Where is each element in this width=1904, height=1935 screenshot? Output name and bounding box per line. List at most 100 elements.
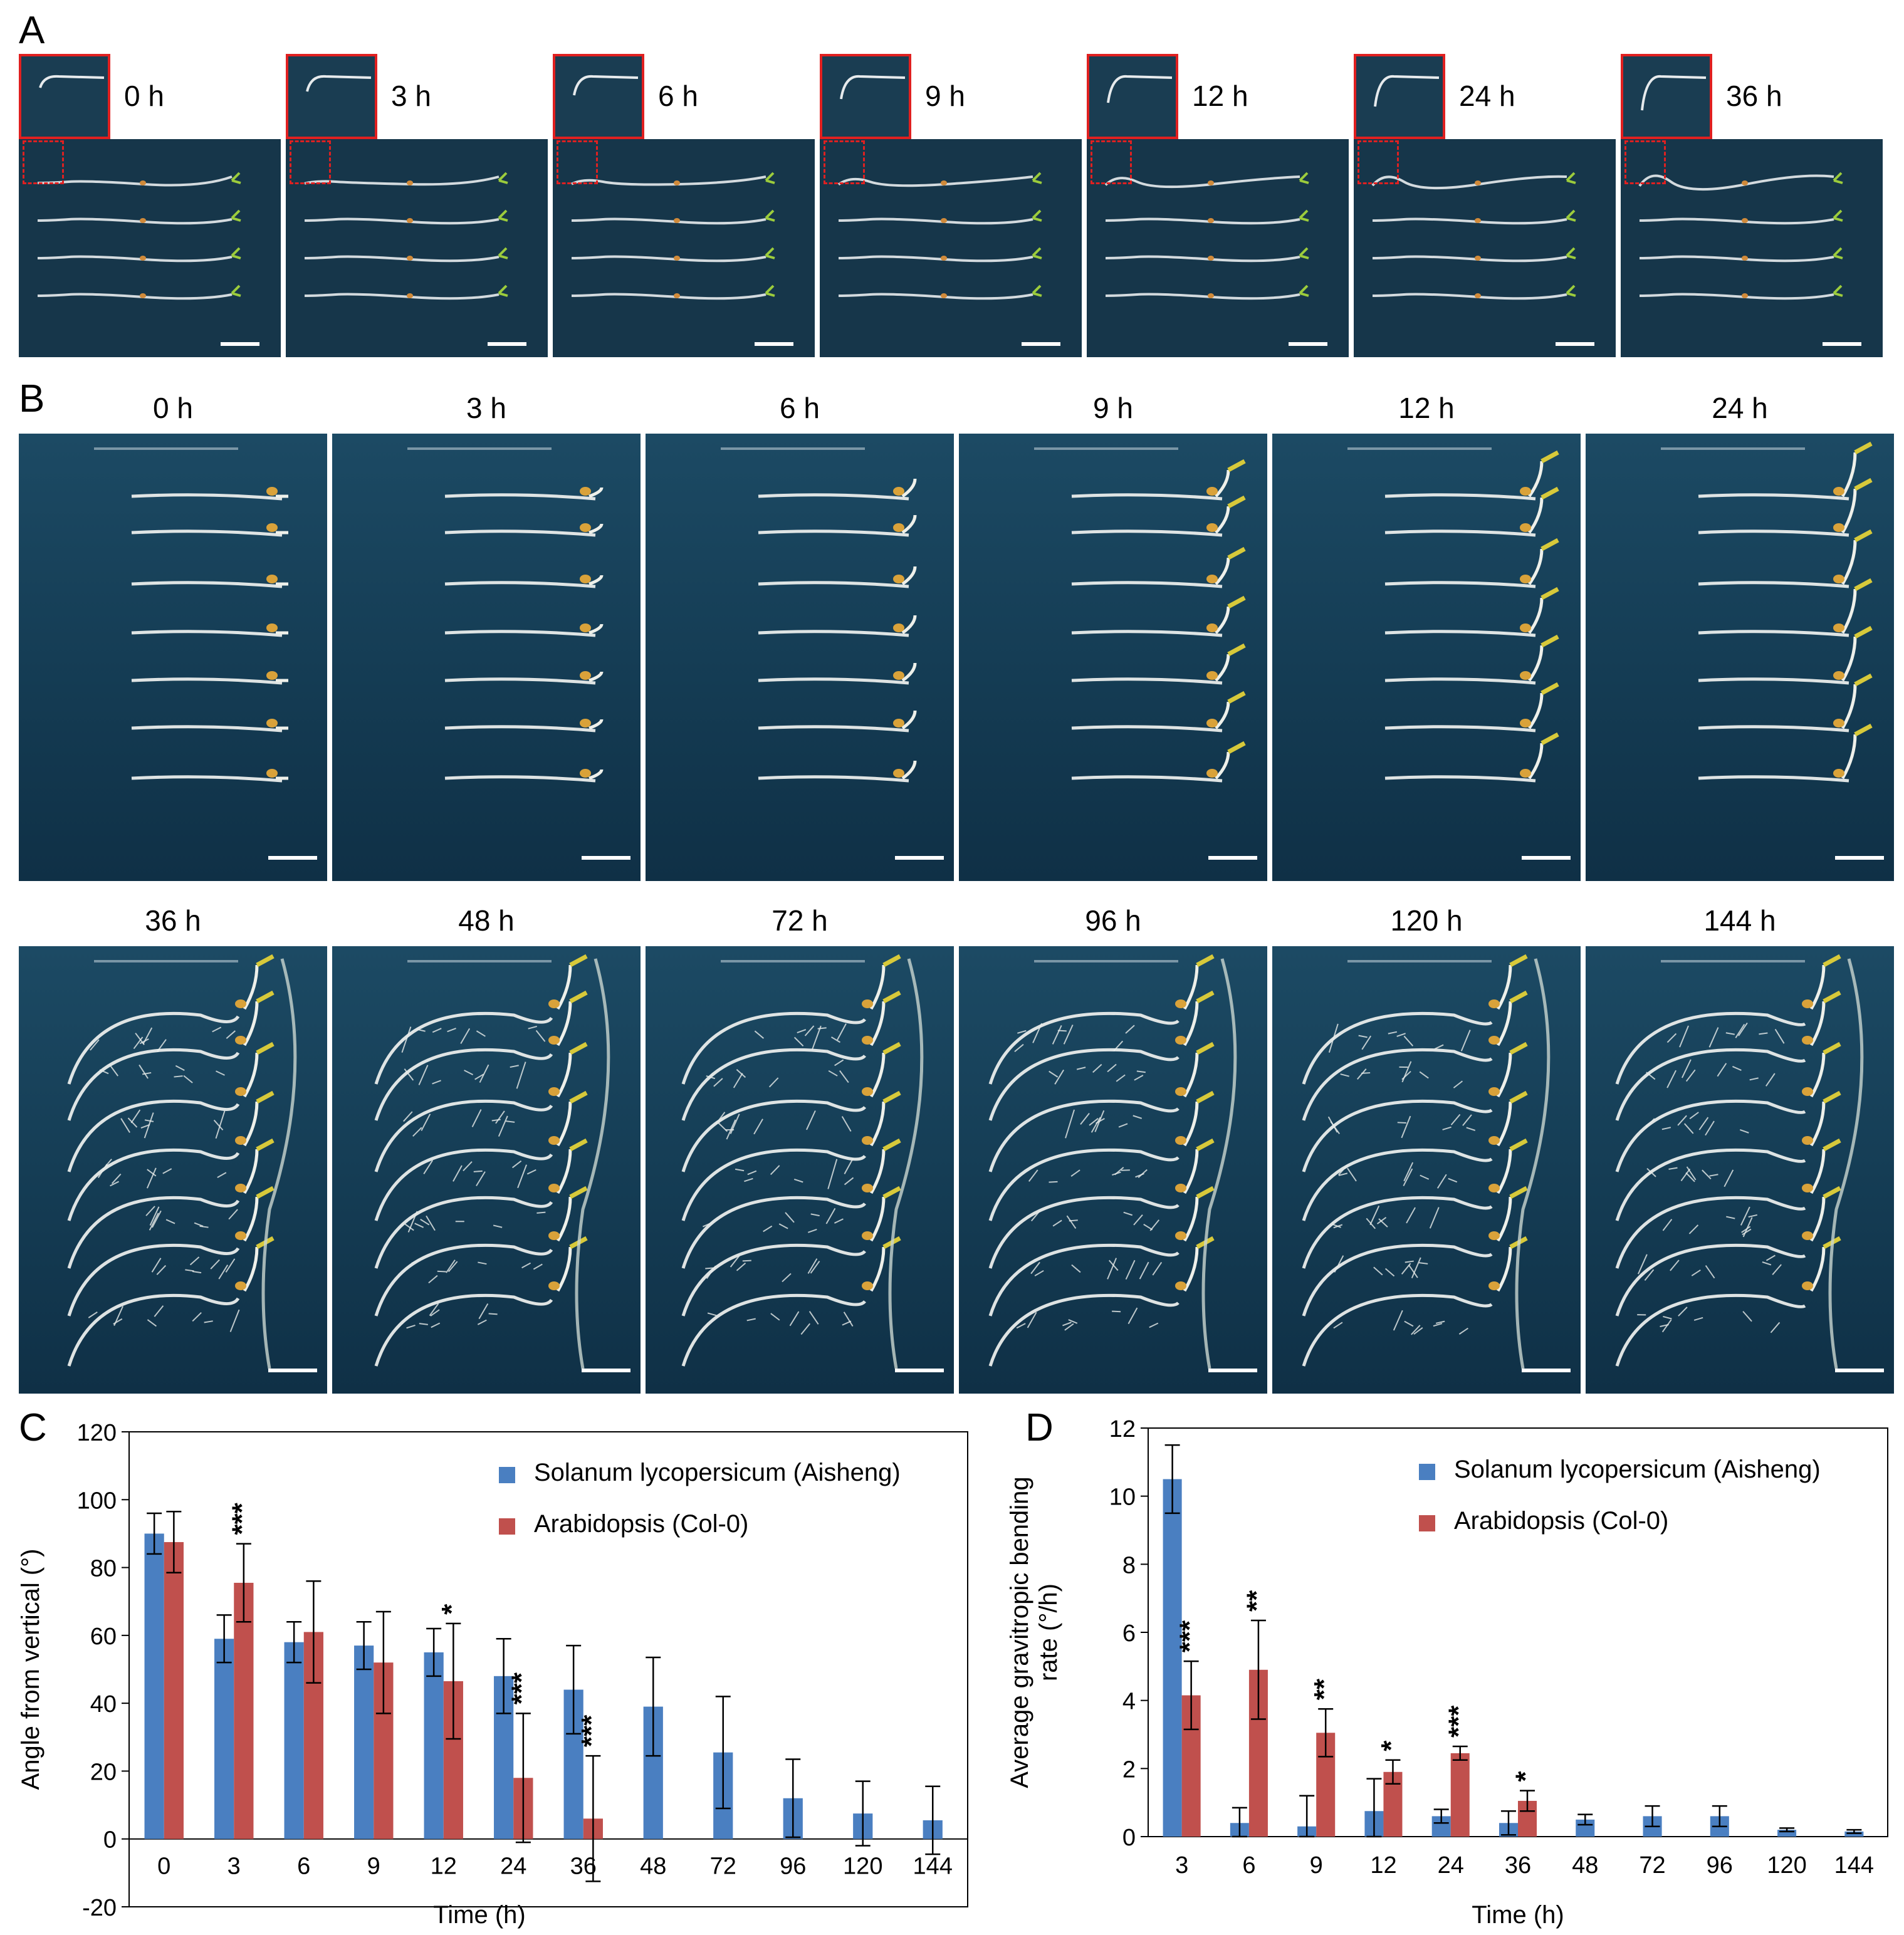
inset-root-tip [1641, 75, 1707, 111]
lateral-root [110, 1181, 119, 1187]
lateral-root [406, 1324, 416, 1329]
lateral-root [807, 1258, 818, 1274]
seed [235, 999, 246, 1008]
lateral-root [533, 1263, 543, 1270]
seed [407, 293, 413, 298]
seed [548, 1184, 560, 1192]
lateral-root [423, 1160, 434, 1174]
inset-root-tip [1374, 75, 1440, 107]
seed [1475, 180, 1481, 185]
hypocotyl-bend [1809, 1149, 1826, 1194]
panel-a-seedlings [1371, 172, 1576, 300]
significance-stars: ** [1242, 1590, 1272, 1612]
cotyledon [765, 284, 775, 297]
seedling-root [571, 255, 766, 263]
seedling-root [1071, 630, 1223, 637]
seedling-root [444, 581, 596, 588]
seedling-root [758, 725, 909, 733]
panel-a-time-label: 9 h [925, 80, 965, 112]
lateral-root [88, 1311, 98, 1318]
seed [1520, 623, 1531, 632]
panel-b-time-label: 72 h [772, 904, 828, 937]
hypocotyl-bend [1809, 1052, 1826, 1098]
lateral-root [789, 1311, 800, 1327]
lateral-root [1724, 1169, 1734, 1187]
panel-a-time-label: 3 h [391, 80, 431, 112]
lateral-root [194, 1222, 204, 1227]
lateral-root [844, 1157, 854, 1175]
seed [407, 180, 413, 185]
root-tip [1641, 75, 1707, 111]
x-tick-label: 36 [570, 1854, 597, 1880]
lateral-root [228, 1209, 238, 1220]
seedling-root [988, 1148, 1180, 1221]
main-stem [888, 958, 924, 1369]
seedling-root [758, 677, 909, 685]
lateral-root [1663, 1315, 1672, 1320]
panel-b-seedlings [1661, 441, 1873, 783]
cotyledon [1540, 634, 1559, 648]
panel-a-photo [286, 139, 548, 357]
seedling-root [571, 175, 766, 186]
lateral-root [149, 1213, 159, 1231]
seed [548, 1136, 560, 1145]
seed [1802, 1281, 1813, 1290]
lateral-root [1666, 1070, 1677, 1088]
lateral-root [142, 1072, 152, 1075]
cotyledon [1833, 284, 1843, 297]
seedling-root [1615, 1196, 1806, 1269]
x-tick-label: 3 [1175, 1852, 1188, 1879]
lateral-root [1732, 1065, 1742, 1072]
lateral-root [1646, 1072, 1656, 1080]
seed [1175, 1231, 1186, 1240]
seedling-root [37, 255, 233, 263]
lateral-root [733, 1073, 743, 1088]
lateral-root [162, 1168, 172, 1174]
lateral-root [828, 1070, 838, 1077]
hypocotyl-bend [556, 1101, 572, 1147]
lateral-root [730, 1255, 740, 1268]
lateral-root [706, 1075, 716, 1080]
seed [1175, 1136, 1186, 1145]
cotyledon [231, 247, 241, 259]
cotyledon [256, 990, 275, 1004]
bar-arabidopsis [234, 1582, 254, 1839]
significance-stars: *** [576, 1714, 607, 1747]
seedling-root [131, 493, 283, 501]
lateral-root [1762, 1261, 1772, 1266]
seed [235, 1231, 246, 1240]
cotyledon [1823, 1138, 1841, 1152]
x-tick-label: 72 [710, 1854, 736, 1880]
bar-arabidopsis [1450, 1753, 1470, 1837]
main-stem [1201, 958, 1237, 1369]
hypocotyl-bend [1527, 743, 1544, 780]
x-axis-title: Time (h) [433, 1901, 525, 1929]
seedling-root [1071, 581, 1223, 588]
hypocotyl-bend [1496, 1001, 1512, 1046]
lateral-root [735, 1168, 745, 1172]
seedling-root [1698, 677, 1849, 685]
seed [1208, 180, 1214, 185]
seedling-root [758, 630, 909, 637]
lateral-root [151, 1210, 162, 1228]
lateral-root [226, 1030, 236, 1039]
seed [1206, 575, 1218, 583]
legend-label: Arabidopsis (Col-0) [534, 1510, 748, 1538]
seed [1833, 575, 1844, 583]
lateral-root [1152, 1261, 1163, 1276]
lateral-root [1401, 1115, 1411, 1139]
hypocotyl-bend [556, 1001, 572, 1046]
seedling-root [988, 1099, 1180, 1172]
lateral-root [430, 1309, 440, 1317]
lateral-root [1685, 1069, 1696, 1082]
cotyledon [1196, 1186, 1215, 1199]
lateral-root [506, 1120, 515, 1123]
seed [1475, 218, 1481, 223]
panel-b-seedlings [1615, 954, 1864, 1369]
inset-root-tip [573, 75, 639, 96]
significance-stars: * [436, 1604, 467, 1615]
seedling-root [67, 1148, 240, 1221]
lateral-root [754, 1030, 765, 1039]
seed [1488, 1036, 1500, 1045]
hypocotyl-bend [556, 964, 572, 1010]
